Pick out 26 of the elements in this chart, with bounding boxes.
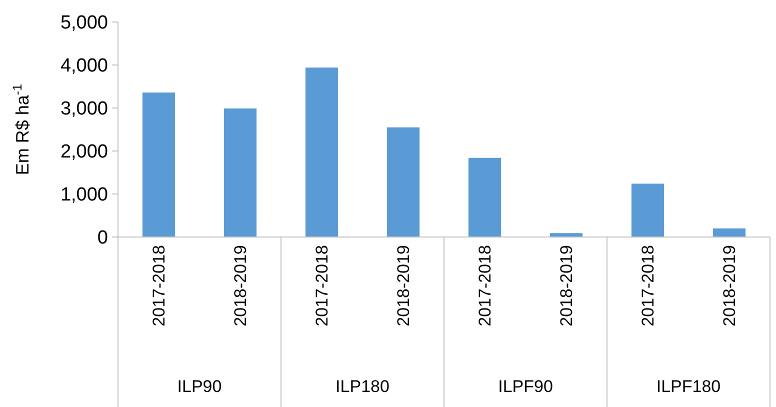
bar: [142, 92, 176, 237]
x-tick-label: 2018-2019: [231, 245, 250, 326]
x-tick-label: 2017-2018: [476, 245, 495, 326]
text: ILPF90: [498, 377, 553, 396]
y-tick-label: 1,000: [60, 184, 108, 206]
text: ILP90: [177, 377, 222, 396]
x-tick-label: 2017-2018: [150, 245, 169, 326]
bar: [712, 228, 746, 237]
text: ILP180: [336, 377, 390, 396]
y-tick-label: 2,000: [60, 142, 108, 163]
bar: [468, 158, 502, 237]
x-tick-label: 2017-2018: [638, 245, 658, 326]
bar: [631, 184, 664, 237]
x-tick-label: 2018-2019: [394, 245, 414, 326]
y-tick-label: 3,000: [60, 98, 108, 120]
y-tick-label: 5,000: [60, 12, 108, 34]
x-tick-label: 2018-2019: [557, 245, 576, 326]
bar: [305, 68, 338, 237]
bar: [550, 233, 583, 237]
y-tick-label: 0: [97, 228, 108, 249]
bar: [224, 108, 257, 237]
x-tick-label: 2018-2019: [720, 245, 740, 326]
x-tick-label: 2017-2018: [312, 245, 332, 326]
bar: [386, 127, 420, 237]
text: ILPF180: [656, 377, 721, 396]
y-tick-label: 4,000: [60, 56, 108, 77]
